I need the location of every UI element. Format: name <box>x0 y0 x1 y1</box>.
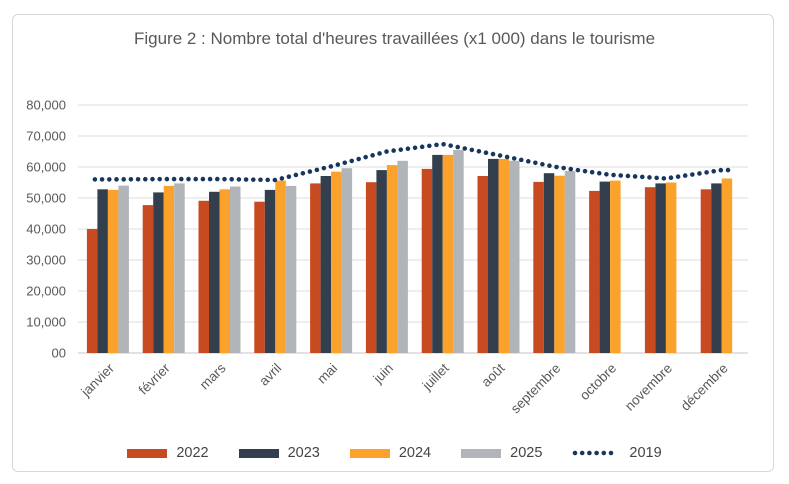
bar-2024-janvier <box>107 189 119 353</box>
bar-2022-janvier <box>86 229 98 353</box>
bar-series-2023 <box>97 154 722 353</box>
legend-label-2019: 2019 <box>629 445 662 461</box>
y-tick-label: 70,000 <box>26 129 66 144</box>
gridlines <box>78 104 748 354</box>
bar-series-2022 <box>86 168 712 353</box>
bar-2025-mai <box>341 168 353 353</box>
legend-label-2025: 2025 <box>510 445 543 461</box>
bar-2022-novembre <box>644 187 656 353</box>
bar-2024-octobre <box>610 180 621 353</box>
y-axis-labels: 80,000 70,000 60,000 50,000 40,000 30,000 20,0… <box>26 98 66 361</box>
bar-2022-juin <box>365 182 377 353</box>
bar-2022-avril <box>254 201 265 353</box>
bar-2023-février <box>153 192 164 353</box>
legend-item-2023: 2023 <box>238 445 320 461</box>
bar-2024-août <box>498 158 509 353</box>
bar-2024-novembre <box>665 182 677 353</box>
bar-2025-juillet <box>453 150 464 353</box>
legend-item-2024: 2024 <box>349 445 432 461</box>
bar-2023-septembre <box>543 173 555 353</box>
bar-2023-avril <box>264 189 276 353</box>
bar-2024-décembre <box>721 178 733 353</box>
y-tick-label: 40,000 <box>26 222 66 237</box>
bar-2023-novembre <box>655 183 666 353</box>
y-tick-label: 10,000 <box>26 315 66 330</box>
legend-swatch-2022 <box>127 448 168 458</box>
bar-2024-février <box>163 185 175 353</box>
x-tick-label-mars: mars <box>197 360 229 392</box>
x-tick-label-mai: mai <box>314 361 340 387</box>
bar-2022-août <box>477 176 488 353</box>
x-tick-label-septembre: septembre <box>508 361 564 417</box>
bar-2024-juin <box>386 165 398 353</box>
x-tick-label-décembre: décembre <box>678 361 731 414</box>
bar-2024-mai <box>331 171 342 353</box>
bar-2025-mars <box>230 186 241 353</box>
legend-item-2019: 2019 <box>572 445 662 461</box>
y-tick-label: 60,000 <box>26 160 66 175</box>
legend-label-2024: 2024 <box>398 445 432 461</box>
bar-2024-avril <box>275 180 286 353</box>
bar-2022-février <box>142 205 154 353</box>
bar-2023-août <box>488 158 499 353</box>
bar-2023-décembre <box>711 183 722 353</box>
x-tick-label-octobre: octobre <box>577 361 619 403</box>
bar-2024-mars <box>219 189 230 353</box>
bar-2022-juillet <box>421 168 433 353</box>
bar-2022-septembre <box>533 181 544 353</box>
x-tick-label-février: février <box>136 360 173 397</box>
bar-2025-juin <box>397 160 408 353</box>
bar-2022-mars <box>198 200 209 353</box>
bar-2023-mai <box>320 176 332 353</box>
bar-2022-décembre <box>700 189 712 353</box>
legend-item-2022: 2022 <box>127 445 209 461</box>
x-tick-label-avril: avril <box>256 361 284 389</box>
legend-dotted-swatch-2019 <box>573 450 620 456</box>
x-tick-label-juillet: juillet <box>419 360 452 393</box>
bar-2022-mai <box>310 183 321 353</box>
chart-title: Figure 2 : Nombre total d'heures travail… <box>0 26 789 52</box>
bar-series-2024 <box>107 154 733 353</box>
bar-2024-septembre <box>554 175 565 353</box>
chart-legend: 2022 2023 2024 2025 2019 <box>0 440 789 466</box>
y-tick-label: 80,000 <box>26 98 66 113</box>
bar-series-2025 <box>118 150 576 353</box>
legend-item-2025: 2025 <box>461 445 542 461</box>
bar-2025-février <box>174 183 185 353</box>
y-tick-label: 30,000 <box>26 253 66 268</box>
bar-2023-janvier <box>97 189 108 353</box>
legend-label-2023: 2023 <box>287 445 320 461</box>
x-tick-label-août: août <box>478 360 507 389</box>
bar-2023-octobre <box>599 181 611 353</box>
y-tick-label: 00 <box>52 346 66 361</box>
bar-2023-juillet <box>432 154 443 353</box>
legend-swatch-2025 <box>461 448 502 458</box>
dotted-line-2019 <box>92 141 737 183</box>
bar-2023-mars <box>209 191 220 353</box>
x-tick-label-juin: juin <box>370 361 396 387</box>
x-tick-label-novembre: novembre <box>622 361 675 414</box>
bar-2022-octobre <box>589 190 600 353</box>
bar-2024-juillet <box>442 154 454 353</box>
legend-swatch-2024 <box>349 448 390 458</box>
bar-2025-avril <box>285 185 297 353</box>
x-tick-label-janvier: janvier <box>78 360 118 400</box>
legend-swatch-2023 <box>238 448 279 458</box>
y-tick-label: 50,000 <box>26 191 66 206</box>
bar-2025-janvier <box>118 185 129 353</box>
bar-2025-septembre <box>564 171 576 353</box>
y-tick-label: 20,000 <box>26 284 66 299</box>
chart-title-text: Figure 2 : Nombre total d'heures travail… <box>133 29 656 48</box>
legend-label-2022: 2022 <box>176 445 209 461</box>
x-axis-labels: janvier février mars avril mai juin juillet aoû… <box>78 360 731 416</box>
bar-2025-août <box>509 160 520 353</box>
bar-2023-juin <box>376 170 387 353</box>
